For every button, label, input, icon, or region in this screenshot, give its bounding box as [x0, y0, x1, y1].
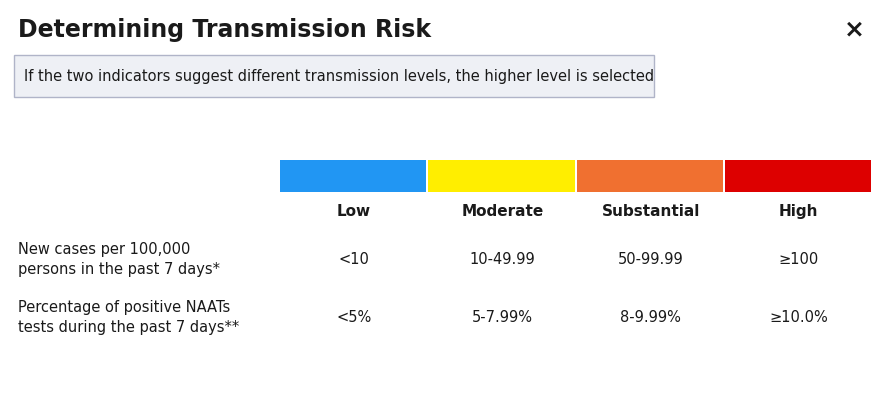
Bar — [577, 160, 723, 192]
Text: High: High — [779, 204, 819, 219]
Text: persons in the past 7 days*: persons in the past 7 days* — [18, 262, 220, 277]
Text: Determining Transmission Risk: Determining Transmission Risk — [18, 18, 431, 42]
Text: <5%: <5% — [336, 310, 372, 325]
Text: <10: <10 — [339, 252, 370, 267]
Text: Low: Low — [337, 204, 371, 219]
FancyBboxPatch shape — [14, 55, 654, 97]
Bar — [280, 160, 426, 192]
Text: ×: × — [844, 18, 865, 42]
Text: ≥100: ≥100 — [779, 252, 819, 267]
Bar — [725, 160, 871, 192]
Text: tests during the past 7 days**: tests during the past 7 days** — [18, 320, 239, 335]
Text: Substantial: Substantial — [601, 204, 700, 219]
Bar — [428, 160, 575, 192]
Text: 10-49.99: 10-49.99 — [470, 252, 535, 267]
Text: 8-9.99%: 8-9.99% — [620, 310, 681, 325]
Text: If the two indicators suggest different transmission levels, the higher level is: If the two indicators suggest different … — [24, 68, 654, 83]
Text: New cases per 100,000: New cases per 100,000 — [18, 242, 191, 257]
Text: Moderate: Moderate — [461, 204, 544, 219]
Text: 50-99.99: 50-99.99 — [618, 252, 683, 267]
Text: Percentage of positive NAATs: Percentage of positive NAATs — [18, 300, 230, 315]
Text: ≥10.0%: ≥10.0% — [769, 310, 828, 325]
Text: 5-7.99%: 5-7.99% — [472, 310, 532, 325]
